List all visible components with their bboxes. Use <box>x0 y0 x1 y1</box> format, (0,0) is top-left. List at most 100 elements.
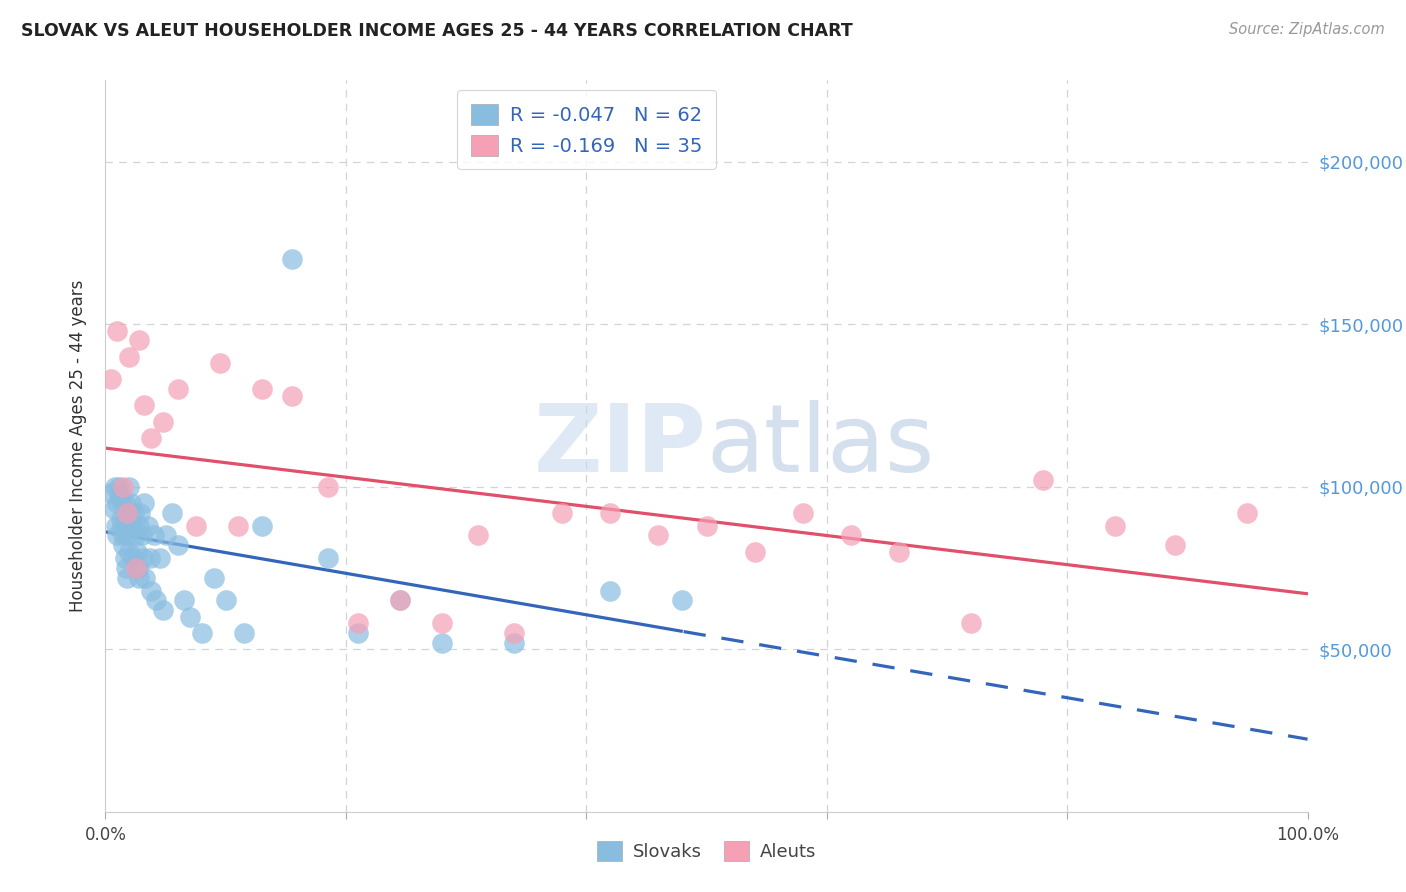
Point <box>647 528 669 542</box>
Point <box>467 528 489 542</box>
Point <box>114 551 136 566</box>
Legend: Slovaks, Aleuts: Slovaks, Aleuts <box>589 834 824 869</box>
Point <box>1104 518 1126 533</box>
Point <box>105 518 128 533</box>
Point <box>214 593 236 607</box>
Point <box>152 415 174 429</box>
Point <box>118 480 141 494</box>
Point <box>551 506 574 520</box>
Point <box>281 389 304 403</box>
Point <box>121 512 143 526</box>
Point <box>134 571 156 585</box>
Point <box>388 593 411 607</box>
Point <box>115 571 138 585</box>
Point <box>128 571 150 585</box>
Point <box>503 635 526 649</box>
Point <box>173 593 195 607</box>
Point <box>128 334 150 348</box>
Point <box>111 518 134 533</box>
Point <box>127 561 149 575</box>
Point <box>107 324 129 338</box>
Point <box>132 398 155 412</box>
Point <box>281 252 304 266</box>
Point <box>132 551 155 566</box>
Point <box>599 506 621 520</box>
Point <box>100 486 122 500</box>
Point <box>129 506 152 520</box>
Point <box>128 518 150 533</box>
Point <box>110 492 132 507</box>
Point <box>107 496 129 510</box>
Text: Source: ZipAtlas.com: Source: ZipAtlas.com <box>1229 22 1385 37</box>
Point <box>136 518 159 533</box>
Point <box>122 518 145 533</box>
Point <box>184 518 207 533</box>
Point <box>166 538 188 552</box>
Point <box>155 528 177 542</box>
Point <box>115 561 138 575</box>
Point <box>250 382 273 396</box>
Point <box>122 551 145 566</box>
Y-axis label: Householder Income Ages 25 - 44 years: Householder Income Ages 25 - 44 years <box>69 280 87 612</box>
Point <box>115 518 138 533</box>
Point <box>696 518 718 533</box>
Point <box>124 506 146 520</box>
Point <box>232 626 254 640</box>
Point <box>107 528 129 542</box>
Point <box>347 626 370 640</box>
Point <box>1164 538 1187 552</box>
Point <box>114 496 136 510</box>
Point <box>430 616 453 631</box>
Point <box>107 480 129 494</box>
Point <box>112 528 135 542</box>
Point <box>792 506 814 520</box>
Point <box>115 506 138 520</box>
Point <box>316 551 339 566</box>
Point <box>103 502 125 516</box>
Point <box>108 489 131 503</box>
Point <box>316 480 339 494</box>
Point <box>208 356 231 370</box>
Point <box>179 609 201 624</box>
Point <box>139 583 162 598</box>
Point <box>190 626 212 640</box>
Point <box>671 593 693 607</box>
Point <box>202 571 225 585</box>
Point <box>152 603 174 617</box>
Text: ZIP: ZIP <box>534 400 707 492</box>
Point <box>250 518 273 533</box>
Point <box>104 480 127 494</box>
Text: atlas: atlas <box>707 400 935 492</box>
Point <box>110 512 132 526</box>
Point <box>145 593 167 607</box>
Point <box>599 583 621 598</box>
Point <box>125 544 148 558</box>
Point <box>166 382 188 396</box>
Point <box>124 561 146 575</box>
Point <box>1032 473 1054 487</box>
Point <box>115 506 138 520</box>
Point <box>839 528 862 542</box>
Point <box>226 518 249 533</box>
Point <box>112 480 135 494</box>
Point <box>132 496 155 510</box>
Point <box>388 593 411 607</box>
Point <box>120 496 142 510</box>
Point <box>100 372 122 386</box>
Point <box>139 551 162 566</box>
Point <box>117 528 139 542</box>
Point <box>118 544 141 558</box>
Text: SLOVAK VS ALEUT HOUSEHOLDER INCOME AGES 25 - 44 YEARS CORRELATION CHART: SLOVAK VS ALEUT HOUSEHOLDER INCOME AGES … <box>21 22 853 40</box>
Point <box>112 538 135 552</box>
Point <box>118 350 141 364</box>
Point <box>131 528 153 542</box>
Point <box>960 616 983 631</box>
Point <box>1236 506 1258 520</box>
Point <box>347 616 370 631</box>
Point <box>148 551 170 566</box>
Point <box>124 528 146 542</box>
Point <box>142 528 165 542</box>
Point <box>430 635 453 649</box>
Point <box>887 544 910 558</box>
Point <box>744 544 766 558</box>
